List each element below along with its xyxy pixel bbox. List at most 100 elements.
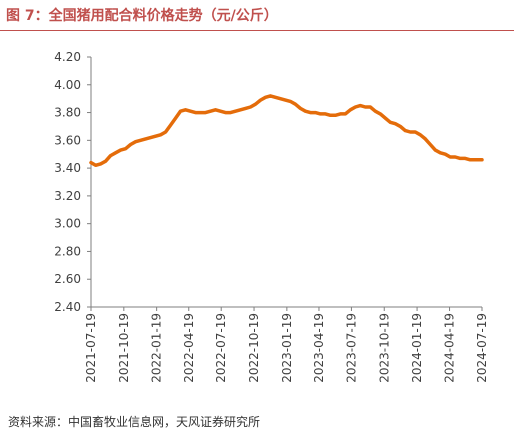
data-point: [189, 110, 192, 113]
x-tick-label: 2021-10-19: [117, 313, 131, 383]
x-tick-label: 2022-01-19: [150, 313, 164, 383]
data-point: [444, 153, 447, 156]
data-point: [480, 158, 484, 161]
data-point: [374, 110, 377, 113]
y-tick-label: 3.40: [54, 161, 81, 175]
data-point: [384, 116, 387, 120]
data-point: [169, 123, 172, 127]
data-point: [319, 112, 322, 116]
x-tick-label: 2024-07-19: [475, 313, 489, 383]
data-point: [429, 143, 432, 146]
data-point: [124, 147, 127, 150]
data-point: [439, 151, 442, 154]
data-point: [174, 116, 177, 120]
data-point: [199, 111, 202, 114]
data-point: [214, 108, 217, 112]
data-point: [349, 108, 352, 112]
y-tick-label: 4.00: [54, 78, 81, 92]
data-point: [274, 96, 277, 99]
data-point: [334, 114, 337, 117]
data-point: [89, 161, 93, 164]
data-point: [339, 112, 342, 116]
data-point: [464, 157, 467, 160]
data-point: [244, 107, 247, 110]
x-tick-label: 2022-10-19: [247, 313, 261, 383]
data-point: [404, 129, 407, 132]
figure-title: 图 7：全国猪用配合料价格走势（元/公斤）: [6, 8, 278, 24]
y-tick-label: 2.80: [54, 244, 81, 258]
data-point: [469, 158, 472, 161]
data-point: [379, 112, 382, 116]
data-point: [369, 105, 372, 109]
data-point: [149, 136, 152, 139]
data-point: [299, 107, 302, 110]
data-point: [269, 94, 272, 98]
data-point: [229, 111, 232, 114]
data-point: [109, 154, 112, 157]
x-tick-label: 2021-07-19: [84, 313, 98, 383]
data-point: [99, 162, 102, 166]
data-point: [259, 98, 262, 102]
data-point: [114, 151, 117, 154]
y-tick-label: 3.00: [54, 217, 81, 231]
data-point: [314, 111, 317, 114]
data-point: [354, 105, 357, 109]
data-point: [424, 137, 427, 141]
data-point: [449, 155, 452, 159]
data-point: [234, 110, 237, 113]
data-point: [394, 122, 397, 125]
y-tick-label: 3.20: [54, 189, 81, 203]
data-point: [194, 111, 197, 114]
data-point: [419, 133, 422, 136]
data-point: [159, 133, 162, 136]
data-point: [389, 121, 392, 124]
data-point: [184, 108, 187, 112]
data-point: [104, 160, 107, 163]
data-point: [359, 104, 362, 107]
data-point: [329, 114, 332, 117]
x-tick-label: 2023-07-19: [344, 313, 358, 383]
price-line-chart: 2.40 2.60 2.80 3.00 3.20 3.40 3.60 3.80 4.00 4.20…: [54, 50, 489, 383]
y-tick-label: 2.40: [54, 300, 81, 314]
data-point: [289, 100, 292, 103]
source-note: 资料来源：中国畜牧业信息网，天风证券研究所: [8, 415, 261, 429]
series-group: [89, 94, 484, 168]
data-point: [324, 112, 327, 116]
data-point: [409, 130, 412, 134]
data-point: [154, 135, 157, 138]
data-point: [219, 110, 222, 113]
x-tick-label: 2022-04-19: [182, 313, 196, 383]
x-tick-label: 2024-04-19: [443, 313, 457, 383]
data-point: [249, 105, 252, 109]
data-point: [304, 110, 307, 113]
y-tick-label: 3.80: [54, 106, 81, 120]
x-tick-label: 2023-01-19: [280, 313, 294, 383]
data-point: [414, 130, 417, 134]
data-point: [144, 137, 147, 141]
data-point: [344, 112, 347, 116]
x-tick-label: 2024-01-19: [410, 313, 424, 383]
data-point: [254, 103, 257, 106]
data-point: [279, 97, 282, 100]
y-tick-label: 2.60: [54, 272, 81, 286]
data-point: [309, 111, 312, 114]
data-point: [164, 130, 167, 134]
data-point: [454, 155, 457, 159]
x-tick-label: 2023-10-19: [377, 313, 391, 383]
data-point: [224, 111, 227, 114]
data-point: [364, 105, 367, 109]
y-tick-label: 3.60: [54, 133, 81, 147]
data-point: [284, 98, 287, 102]
x-axis: 2021-07-19 2021-10-19 2022-01-19 2022-04-19…: [84, 306, 489, 383]
data-point: [179, 110, 182, 113]
data-point: [209, 110, 212, 113]
title-divider: [0, 30, 514, 31]
y-tick-label: 4.20: [54, 50, 81, 64]
data-point: [399, 125, 402, 128]
data-point: [204, 111, 207, 114]
data-point: [119, 148, 122, 152]
y-axis: 2.40 2.60 2.80 3.00 3.20 3.40 3.60 3.80 4.00 4.20: [54, 50, 92, 314]
series-line: [89, 94, 484, 168]
data-point: [474, 158, 477, 161]
x-tick-label: 2022-07-19: [214, 313, 228, 383]
